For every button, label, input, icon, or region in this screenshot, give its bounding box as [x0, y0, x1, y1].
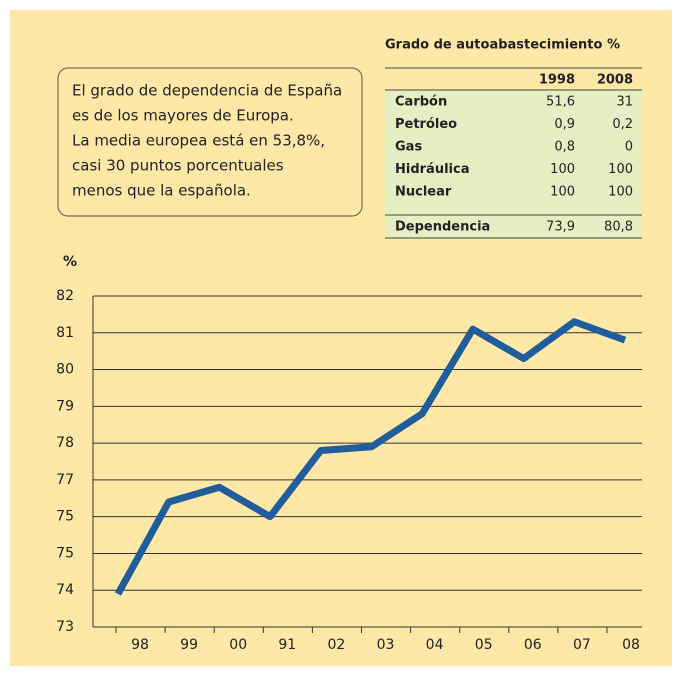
x-tick-label: 07 [573, 637, 591, 653]
y-tick-label: 79 [56, 398, 74, 414]
y-tick-label: 77 [56, 472, 74, 488]
y-axis-label: % [63, 254, 77, 270]
x-tick-label: 98 [131, 637, 149, 653]
table-cell: Carbón [395, 95, 447, 110]
y-tick-label: 82 [56, 288, 74, 304]
table-cell: Gas [395, 140, 422, 155]
table-cell: 100 [608, 185, 633, 200]
table-cell: 80,8 [604, 220, 633, 235]
x-tick-label: 99 [180, 637, 198, 653]
table-body [385, 90, 642, 238]
x-tick-label: 04 [426, 637, 444, 653]
line [114, 318, 627, 596]
note-line: La media europea está en 53,8%, [72, 132, 325, 150]
table-cell: 31 [616, 95, 633, 110]
y-tick-label: 78 [56, 435, 74, 451]
table-cell: Petróleo [395, 117, 457, 132]
table-cell: Dependencia [395, 220, 490, 235]
y-tick-label: 80 [56, 362, 74, 378]
table-cell: 0,9 [554, 117, 575, 132]
table-cell: 100 [550, 162, 575, 177]
y-tick-label: 74 [56, 582, 74, 598]
table-cell: 0,2 [612, 117, 633, 132]
x-tick-label: 02 [327, 637, 345, 653]
x-tick-label: 91 [278, 637, 296, 653]
x-tick-label: 08 [622, 637, 640, 653]
note-line: es de los mayores de Europa. [72, 107, 294, 125]
table-title: Grado de autoabastecimiento % [385, 38, 620, 53]
table-cell: 100 [608, 162, 633, 177]
table-cell: Nuclear [395, 185, 452, 200]
note-line: casi 30 puntos porcentuales [72, 157, 284, 175]
y-tick-label: 75 [56, 509, 74, 525]
y-tick-label: 81 [56, 325, 74, 341]
table-header: 1998 [539, 73, 575, 88]
table-cell: Hidráulica [395, 162, 469, 177]
x-tick-label: 03 [377, 637, 395, 653]
note-line: menos que la española. [72, 182, 251, 200]
note-line: El grado de dependencia de España [72, 82, 342, 100]
y-tick-label: 73 [56, 619, 74, 635]
x-tick-label: 00 [229, 637, 247, 653]
x-tick-label: 06 [524, 637, 542, 653]
table-cell: 0 [625, 140, 633, 155]
table-cell: 100 [550, 185, 575, 200]
x-tick-label: 05 [475, 637, 493, 653]
table-cell: 0,8 [554, 140, 575, 155]
y-tick-label: 75 [56, 545, 74, 561]
table-cell: 51,6 [546, 95, 575, 110]
table-header: 2008 [597, 73, 633, 88]
table-cell: 73,9 [546, 220, 575, 235]
note-box [57, 67, 363, 217]
